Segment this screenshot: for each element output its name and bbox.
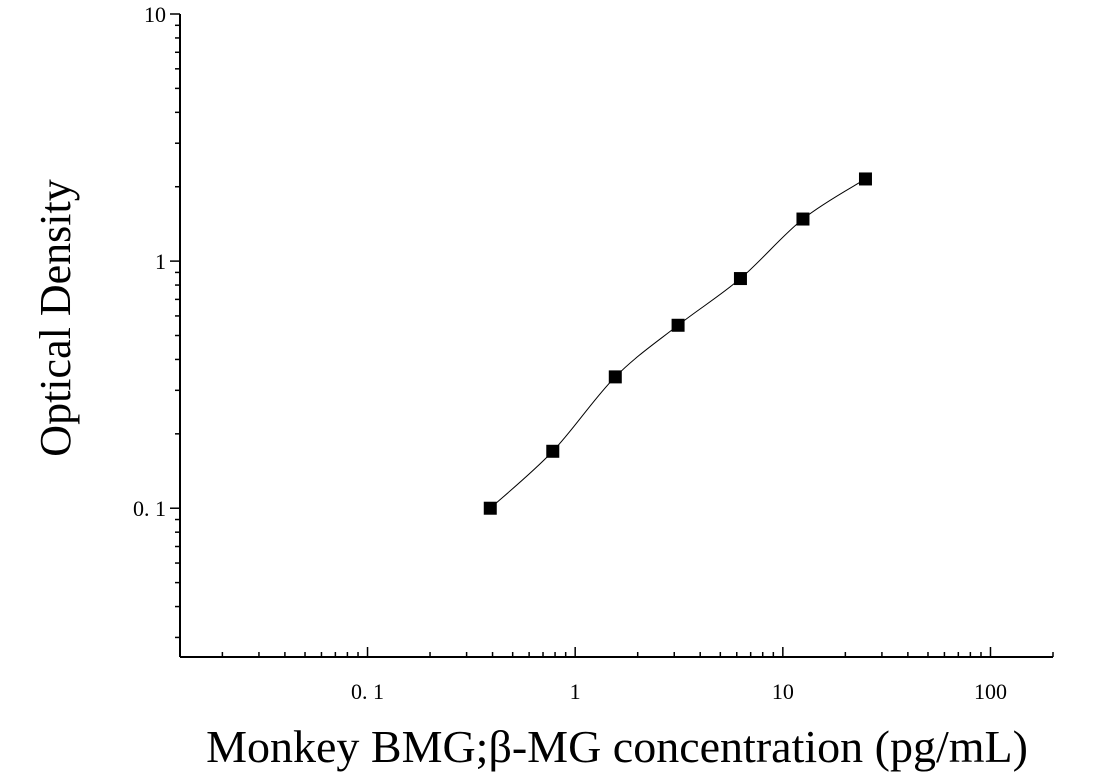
x-tick-label: 10 [772, 679, 794, 704]
x-tick-label: 100 [974, 679, 1007, 704]
ticks [170, 13, 1054, 657]
data-point [546, 444, 560, 458]
data-point [796, 212, 810, 226]
data-point [858, 172, 872, 186]
data-point [483, 501, 497, 515]
x-tick-label: 0. 1 [351, 679, 384, 704]
fit-curve [489, 178, 866, 509]
data-points [483, 172, 872, 515]
data-point [671, 318, 685, 332]
y-tick-label: 10 [144, 2, 166, 27]
y-axis-title: Optical Density [31, 179, 80, 456]
tick-labels: 0. 1 1 10 100 0. 1 1 10 [133, 2, 1007, 704]
data-point [733, 272, 747, 286]
y-tick-label: 1 [155, 249, 166, 274]
y-tick-label: 0. 1 [133, 496, 166, 521]
data-point [608, 370, 622, 384]
x-tick-label: 1 [570, 679, 581, 704]
x-axis-title: Monkey BMG;β-MG concentration (pg/mL) [206, 721, 1028, 772]
axes [179, 14, 1053, 658]
